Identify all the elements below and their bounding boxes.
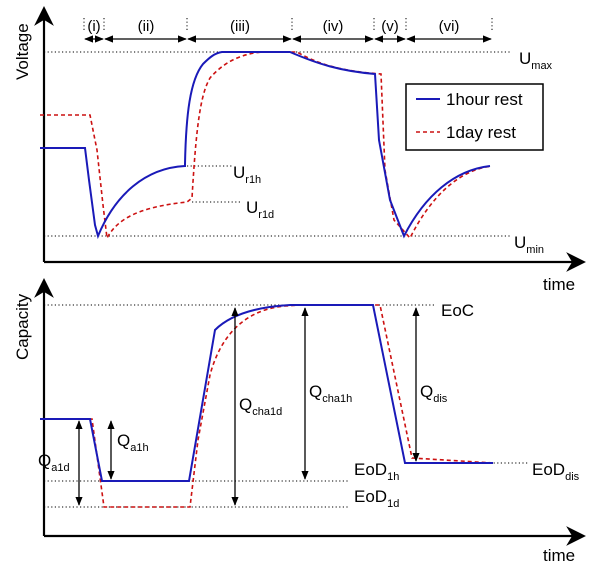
qa1h-label: Qa1h	[117, 431, 149, 454]
eoddis-label: EoDdis	[532, 460, 580, 483]
legend-label-1day: 1day rest	[446, 123, 516, 142]
capacity-x-label: time	[543, 546, 575, 565]
voltage-curve-1hour	[40, 51, 491, 240]
qdis-label: Qdis	[420, 382, 448, 405]
legend-label-1hour: 1hour rest	[446, 90, 523, 109]
voltage-x-label: time	[543, 275, 575, 294]
capacity-curve-1hour	[40, 304, 493, 482]
eod1d-label: EoD1d	[354, 487, 399, 510]
umax-label: Umax	[519, 49, 553, 72]
phase-i-label: (i)	[87, 18, 100, 35]
capacity-panel: Capacity time EoC EoD1h EoD1d EoDdis Qa1…	[13, 278, 586, 565]
phase-ii-label: (ii)	[138, 18, 155, 35]
phase-vi-label: (vi)	[439, 18, 460, 35]
legend: 1hour rest 1day rest	[405, 83, 544, 151]
phase-v-label: (v)	[381, 18, 399, 35]
qcha1d-label: Qcha1d	[239, 395, 282, 418]
ur1d-label: Ur1d	[246, 198, 274, 221]
legend-box	[405, 83, 544, 151]
eoc-label: EoC	[441, 301, 474, 320]
eod1h-label: EoD1h	[354, 460, 399, 483]
capacity-y-label: Capacity	[13, 293, 32, 360]
ur1h-label: Ur1h	[233, 163, 261, 186]
umin-label: Umin	[514, 233, 544, 256]
phase-iii-label: (iii)	[230, 18, 250, 35]
voltage-y-label: Voltage	[13, 23, 32, 80]
qcha1h-label: Qcha1h	[309, 382, 352, 405]
voltage-panel: Voltage time (i) (ii) (iii) (iv) (v) (vi…	[13, 6, 586, 294]
qa1d-label: Qa1d	[38, 451, 70, 474]
voltage-curve-1day	[40, 51, 493, 241]
phase-iv-label: (iv)	[323, 18, 344, 35]
